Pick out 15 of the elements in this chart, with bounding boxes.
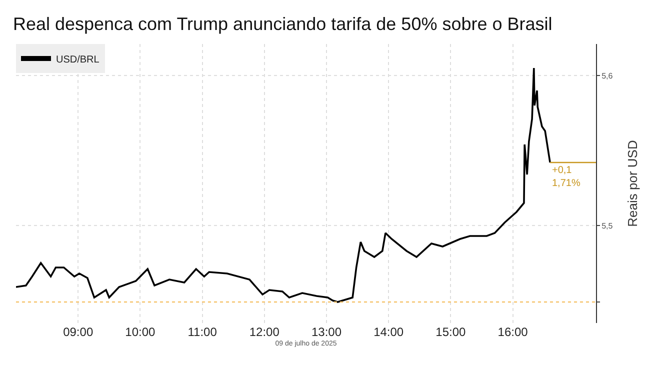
x-tick-label: 14:00 bbox=[374, 325, 404, 339]
chart-title: Real despenca com Trump anunciando tarifa de 50% sobre o Brasil bbox=[12, 14, 552, 34]
legend-label: USD/BRL bbox=[56, 54, 100, 66]
x-tick-label: 16:00 bbox=[498, 325, 528, 339]
x-tick-label: 11:00 bbox=[188, 325, 218, 339]
y-axis-title: Reais por USD bbox=[624, 140, 640, 227]
x-tick-label: 13:00 bbox=[311, 325, 342, 339]
y-tick-label: 5,5 bbox=[602, 221, 614, 230]
annotation: +0,1 1,71% bbox=[552, 165, 580, 189]
x-tick-label: 09:00 bbox=[63, 325, 94, 339]
x-tick-label: 10:00 bbox=[125, 325, 156, 339]
line-series bbox=[16, 67, 551, 303]
x-tick-label: 15:00 bbox=[436, 325, 466, 339]
x-tick-label: 12:00 bbox=[249, 325, 280, 339]
y-tick-label: 5,6 bbox=[602, 71, 614, 80]
